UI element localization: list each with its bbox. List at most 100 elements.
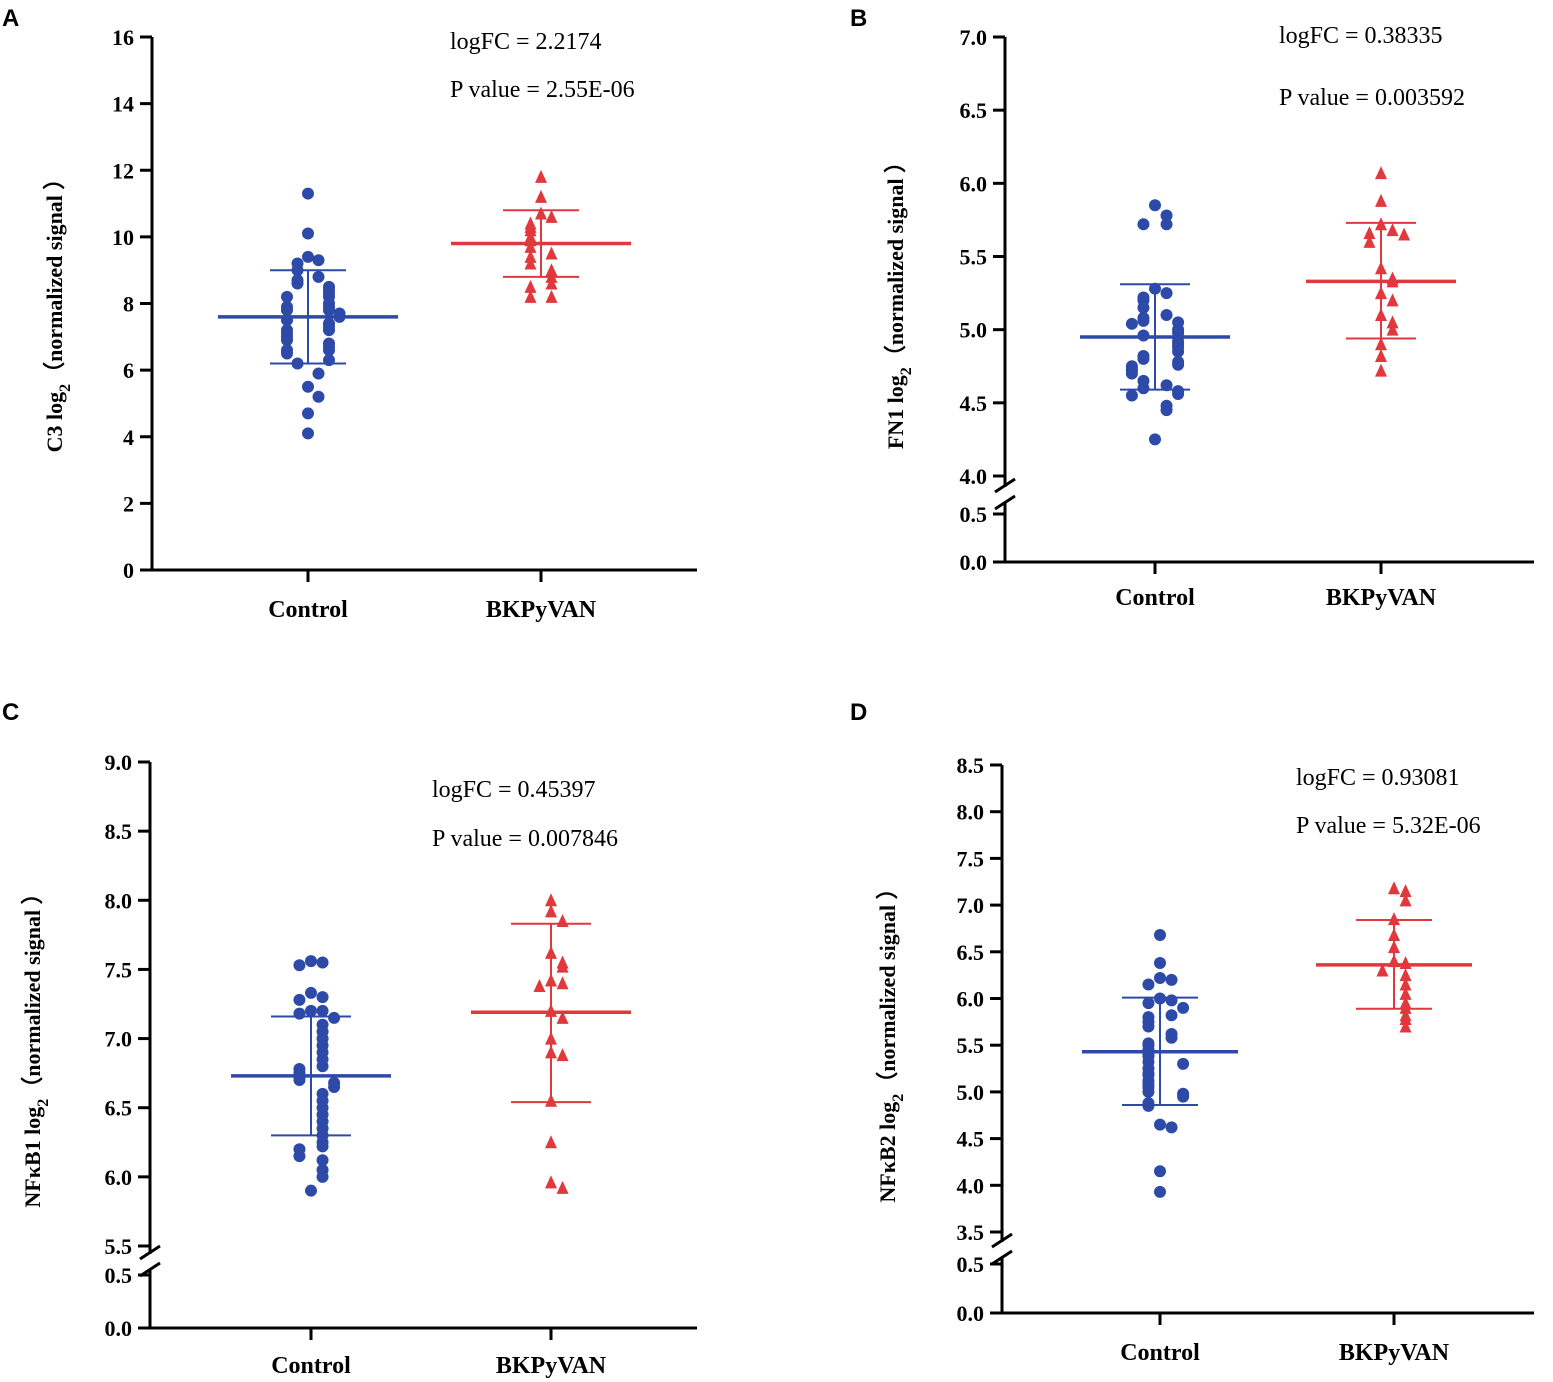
y-tick-label: 7.0: [957, 893, 985, 918]
data-point: [1165, 973, 1178, 986]
pvalue-annotation: P value = 2.55E-06: [450, 77, 635, 103]
y-tick-label: 4.5: [957, 1127, 985, 1152]
y-tick-label: 4.0: [960, 464, 988, 489]
y-axis-label: NFκB1 log2（normalized signal ）: [20, 882, 52, 1207]
y-axis-label-tail: （normalized signal ）: [883, 151, 908, 367]
data-point: [1165, 1121, 1178, 1134]
logfc-annotation: logFC = 0.93081: [1296, 765, 1460, 791]
y-axis-label-main: NFκB1 log: [20, 1107, 45, 1208]
y-tick-label: 12: [112, 158, 134, 183]
data-point: [1137, 218, 1150, 231]
data-point: [1137, 314, 1150, 327]
y-axis-label: C3 log2（normalized signal ）: [42, 168, 74, 453]
axis-break-mark: [139, 1244, 161, 1261]
data-point: [1172, 358, 1185, 371]
data-point: [281, 347, 293, 360]
data-point: [1149, 199, 1161, 212]
y-tick-label: 4: [123, 425, 134, 450]
data-point: [316, 1004, 329, 1017]
data-point: [1386, 322, 1399, 336]
series-control: [1082, 928, 1238, 1198]
y-tick-label: 6.0: [105, 1165, 133, 1190]
data-point: [524, 256, 537, 270]
data-point: [1142, 1085, 1155, 1098]
data-point: [524, 279, 537, 293]
data-point: [1160, 209, 1173, 222]
axis-break-mark: [991, 1249, 1013, 1266]
panel-letter-b: B: [850, 5, 867, 32]
data-point: [323, 344, 335, 357]
data-point: [545, 209, 558, 223]
data-point: [316, 956, 329, 969]
data-point: [545, 263, 558, 277]
data-point: [1160, 218, 1173, 231]
data-point: [312, 254, 325, 267]
data-point: [316, 1154, 329, 1167]
x-tick-label: BKPyVAN: [1326, 585, 1437, 611]
y-axis-label-subscript: 2: [35, 1099, 52, 1107]
data-point: [1154, 1118, 1166, 1131]
data-point: [312, 367, 325, 380]
data-point: [293, 1150, 306, 1163]
data-point: [545, 246, 558, 260]
y-tick-label: 14: [112, 92, 134, 117]
data-point: [1177, 1090, 1190, 1103]
data-point: [1399, 1000, 1412, 1014]
data-point: [1177, 1001, 1190, 1014]
data-point: [316, 1060, 329, 1073]
series-bkpyvan: [1316, 881, 1472, 1033]
data-point: [1363, 226, 1376, 240]
data-point: [302, 250, 314, 263]
data-point: [1172, 388, 1185, 401]
x-tick-label: Control: [1115, 585, 1195, 611]
y-tick-label: 6.5: [960, 98, 988, 123]
y-tick-label: 4.5: [960, 391, 988, 416]
y-axis-label-subscript: 2: [890, 1094, 907, 1102]
y-tick-label: 7.0: [960, 25, 988, 50]
y-tick-label: 7.5: [105, 957, 133, 982]
axis-break-mark: [994, 494, 1016, 511]
data-point: [1160, 404, 1173, 417]
panel-c: C 0.0 0.5 5.5 6.0 6.5 7.0 7.5 8.0 8.5 9.0 Control BK…: [2, 699, 697, 1379]
data-point: [305, 955, 317, 968]
data-point: [1399, 956, 1412, 970]
data-point: [1399, 893, 1412, 907]
data-point: [1125, 389, 1138, 402]
data-point: [1177, 1057, 1190, 1070]
y-tick-label: 7.0: [105, 1027, 133, 1052]
y-axis-label: NFκB2 log2（normalized signal ）: [875, 877, 907, 1202]
data-point: [1399, 884, 1412, 898]
data-point: [1154, 928, 1166, 941]
logfc-annotation: logFC = 2.2174: [450, 29, 602, 55]
series-bkpyvan: [1306, 166, 1456, 377]
panel-b: B 0.0 0.5 4.0 4.5 5.0 5.5 6.0 6.5 7.0 Control BKPyV…: [850, 5, 1534, 611]
panel-letter-c: C: [2, 699, 19, 726]
panel-letter-d: D: [850, 699, 867, 726]
y-tick-label: 5.5: [960, 245, 988, 270]
pvalue-annotation: P value = 0.003592: [1279, 85, 1465, 111]
y-tick-label: 0.0: [957, 1301, 985, 1326]
data-point: [1388, 881, 1400, 895]
data-point: [524, 249, 537, 263]
y-tick-label: 0.0: [960, 550, 988, 575]
data-point: [1142, 978, 1155, 991]
y-tick-label: 5.5: [105, 1234, 133, 1259]
data-point: [1172, 345, 1185, 358]
y-tick-label: 3.5: [957, 1220, 985, 1245]
data-point: [1386, 315, 1399, 329]
y-tick-label: 6: [123, 358, 134, 383]
y-tick-label: 5.0: [957, 1080, 985, 1105]
data-point: [1399, 986, 1412, 1000]
data-point: [323, 324, 335, 337]
data-point: [556, 914, 569, 928]
data-point: [281, 304, 293, 317]
data-point: [328, 1080, 341, 1093]
data-point: [535, 169, 547, 183]
data-point: [302, 187, 314, 200]
axis-break-mark: [994, 477, 1016, 494]
data-point: [302, 227, 314, 240]
data-point: [1399, 1019, 1412, 1033]
y-tick-label: 0.5: [960, 502, 988, 527]
